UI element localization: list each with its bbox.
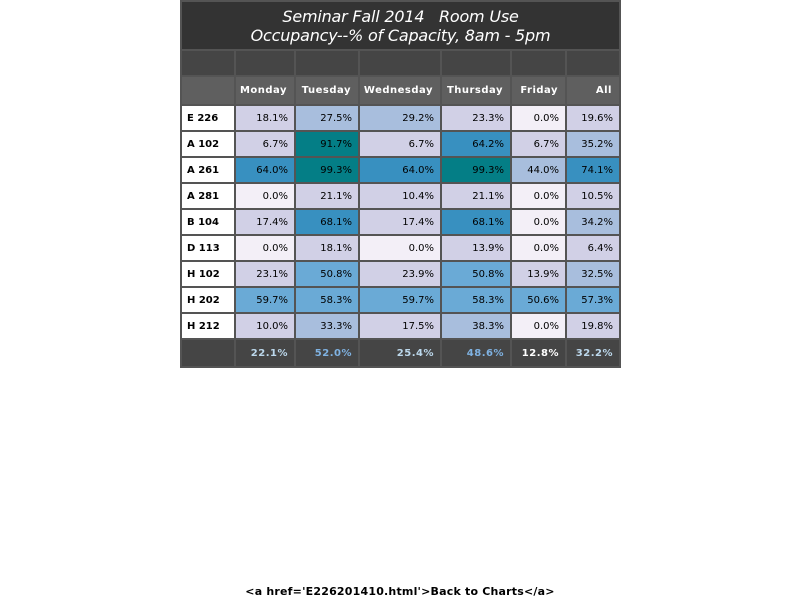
row-header-room: H 212	[182, 314, 234, 338]
total-cell: 32.2%	[567, 340, 619, 366]
total-cell: 22.1%	[236, 340, 294, 366]
row-header-room: A 102	[182, 132, 234, 156]
row-header-room: E 226	[182, 106, 234, 130]
column-header-monday: Monday	[236, 77, 294, 104]
header-spacer-cell	[182, 51, 234, 75]
occupancy-cell: 17.5%	[360, 314, 440, 338]
total-cell: 25.4%	[360, 340, 440, 366]
occupancy-cell: 68.1%	[442, 210, 510, 234]
header-spacer-cell	[236, 51, 294, 75]
occupancy-cell: 6.7%	[360, 132, 440, 156]
occupancy-cell: 99.3%	[442, 158, 510, 182]
back-to-charts-text: <a href='E226201410.html'>Back to Charts…	[245, 585, 555, 598]
occupancy-cell: 38.3%	[442, 314, 510, 338]
total-cell: 12.8%	[512, 340, 565, 366]
report-title-line1: Seminar Fall 2014 Room Use	[282, 7, 519, 26]
occupancy-cell: 34.2%	[567, 210, 619, 234]
occupancy-cell: 68.1%	[296, 210, 358, 234]
occupancy-cell: 17.4%	[360, 210, 440, 234]
occupancy-cell: 6.4%	[567, 236, 619, 260]
occupancy-cell: 6.7%	[236, 132, 294, 156]
occupancy-cell: 58.3%	[442, 288, 510, 312]
occupancy-cell: 0.0%	[512, 210, 565, 234]
occupancy-cell: 74.1%	[567, 158, 619, 182]
header-spacer-cell	[360, 51, 440, 75]
occupancy-cell: 27.5%	[296, 106, 358, 130]
header-spacer-cell	[512, 51, 565, 75]
occupancy-cell: 50.6%	[512, 288, 565, 312]
occupancy-cell: 59.7%	[236, 288, 294, 312]
occupancy-cell: 33.3%	[296, 314, 358, 338]
occupancy-cell: 0.0%	[512, 236, 565, 260]
row-header-room: A 261	[182, 158, 234, 182]
occupancy-cell: 57.3%	[567, 288, 619, 312]
occupancy-cell: 0.0%	[512, 184, 565, 208]
occupancy-cell: 0.0%	[236, 236, 294, 260]
occupancy-cell: 64.0%	[236, 158, 294, 182]
occupancy-cell: 10.4%	[360, 184, 440, 208]
occupancy-cell: 21.1%	[296, 184, 358, 208]
occupancy-cell: 21.1%	[442, 184, 510, 208]
occupancy-cell: 50.8%	[296, 262, 358, 286]
column-header-friday: Friday	[512, 77, 565, 104]
occupancy-report: Seminar Fall 2014 Room Use Occupancy--% …	[180, 0, 621, 368]
occupancy-cell: 0.0%	[512, 314, 565, 338]
column-header-thursday: Thursday	[442, 77, 510, 104]
occupancy-cell: 64.2%	[442, 132, 510, 156]
occupancy-cell: 19.8%	[567, 314, 619, 338]
total-cell: 48.6%	[442, 340, 510, 366]
occupancy-cell: 13.9%	[512, 262, 565, 286]
occupancy-cell: 58.3%	[296, 288, 358, 312]
occupancy-cell: 23.3%	[442, 106, 510, 130]
occupancy-cell: 10.0%	[236, 314, 294, 338]
occupancy-cell: 17.4%	[236, 210, 294, 234]
occupancy-cell: 23.9%	[360, 262, 440, 286]
total-cell: 52.0%	[296, 340, 358, 366]
header-spacer-cell	[296, 51, 358, 75]
column-header-all: All	[567, 77, 619, 104]
row-header-room: B 104	[182, 210, 234, 234]
occupancy-cell: 0.0%	[360, 236, 440, 260]
occupancy-cell: 29.2%	[360, 106, 440, 130]
occupancy-cell: 18.1%	[236, 106, 294, 130]
occupancy-cell: 50.8%	[442, 262, 510, 286]
row-header-room: H 202	[182, 288, 234, 312]
occupancy-cell: 59.7%	[360, 288, 440, 312]
occupancy-cell: 64.0%	[360, 158, 440, 182]
occupancy-cell: 32.5%	[567, 262, 619, 286]
occupancy-cell: 19.6%	[567, 106, 619, 130]
occupancy-cell: 18.1%	[296, 236, 358, 260]
column-header-wednesday: Wednesday	[360, 77, 440, 104]
occupancy-cell: 6.7%	[512, 132, 565, 156]
row-header-room: D 113	[182, 236, 234, 260]
report-title-line2: Occupancy--% of Capacity, 8am - 5pm	[250, 26, 551, 45]
occupancy-cell: 23.1%	[236, 262, 294, 286]
row-header-room: A 281	[182, 184, 234, 208]
totals-corner-cell	[182, 340, 234, 366]
occupancy-cell: 44.0%	[512, 158, 565, 182]
occupancy-cell: 10.5%	[567, 184, 619, 208]
occupancy-cell: 0.0%	[236, 184, 294, 208]
header-corner-cell	[182, 77, 234, 104]
occupancy-cell: 99.3%	[296, 158, 358, 182]
occupancy-cell: 13.9%	[442, 236, 510, 260]
column-header-tuesday: Tuesday	[296, 77, 358, 104]
report-title: Seminar Fall 2014 Room Use Occupancy--% …	[182, 2, 619, 49]
occupancy-cell: 0.0%	[512, 106, 565, 130]
row-header-room: H 102	[182, 262, 234, 286]
header-spacer-cell	[442, 51, 510, 75]
header-spacer-cell	[567, 51, 619, 75]
occupancy-cell: 91.7%	[296, 132, 358, 156]
occupancy-cell: 35.2%	[567, 132, 619, 156]
